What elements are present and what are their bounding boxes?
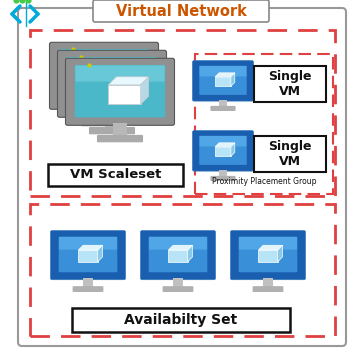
FancyBboxPatch shape (199, 66, 247, 76)
Polygon shape (92, 61, 132, 69)
FancyBboxPatch shape (59, 49, 149, 101)
FancyBboxPatch shape (59, 50, 149, 65)
Text: Single
VM: Single VM (268, 140, 312, 168)
FancyBboxPatch shape (50, 42, 158, 109)
Polygon shape (258, 250, 278, 262)
FancyBboxPatch shape (66, 58, 175, 125)
Polygon shape (98, 245, 103, 262)
FancyBboxPatch shape (263, 278, 273, 287)
FancyBboxPatch shape (75, 65, 165, 81)
FancyBboxPatch shape (67, 57, 157, 109)
Text: Virtual Network: Virtual Network (116, 4, 247, 18)
Polygon shape (108, 77, 149, 85)
Polygon shape (78, 245, 103, 250)
Polygon shape (215, 73, 235, 77)
FancyBboxPatch shape (67, 57, 157, 74)
FancyBboxPatch shape (199, 136, 247, 147)
FancyBboxPatch shape (96, 107, 111, 120)
FancyBboxPatch shape (239, 237, 297, 272)
FancyBboxPatch shape (93, 0, 269, 22)
FancyBboxPatch shape (239, 237, 297, 250)
FancyBboxPatch shape (48, 164, 183, 186)
FancyBboxPatch shape (105, 115, 120, 128)
Polygon shape (100, 69, 141, 77)
FancyBboxPatch shape (173, 278, 183, 287)
FancyBboxPatch shape (199, 136, 247, 165)
FancyBboxPatch shape (58, 50, 166, 117)
FancyBboxPatch shape (89, 127, 135, 134)
FancyBboxPatch shape (210, 106, 235, 111)
FancyBboxPatch shape (254, 136, 326, 172)
Polygon shape (231, 73, 235, 86)
Polygon shape (125, 61, 132, 88)
FancyBboxPatch shape (219, 99, 227, 107)
Polygon shape (215, 77, 231, 86)
FancyBboxPatch shape (149, 237, 207, 272)
FancyBboxPatch shape (113, 123, 127, 136)
FancyBboxPatch shape (193, 131, 253, 171)
Polygon shape (215, 147, 231, 156)
Polygon shape (78, 250, 98, 262)
Polygon shape (215, 143, 235, 147)
Polygon shape (168, 245, 193, 250)
FancyBboxPatch shape (254, 66, 326, 102)
FancyBboxPatch shape (140, 230, 216, 280)
FancyBboxPatch shape (219, 170, 227, 177)
FancyBboxPatch shape (97, 135, 143, 142)
Polygon shape (231, 143, 235, 156)
FancyBboxPatch shape (83, 278, 93, 287)
FancyBboxPatch shape (73, 286, 103, 292)
FancyBboxPatch shape (253, 286, 283, 292)
Text: Availabilty Set: Availabilty Set (124, 313, 238, 327)
FancyBboxPatch shape (199, 66, 247, 95)
Polygon shape (258, 245, 283, 250)
Polygon shape (132, 69, 141, 96)
Polygon shape (168, 250, 188, 262)
FancyBboxPatch shape (81, 119, 127, 126)
Polygon shape (140, 77, 149, 104)
Text: Single
VM: Single VM (268, 70, 312, 98)
FancyBboxPatch shape (163, 286, 193, 292)
Polygon shape (108, 85, 140, 104)
Text: VM Scaleset: VM Scaleset (70, 169, 161, 182)
FancyBboxPatch shape (59, 237, 117, 272)
Polygon shape (92, 69, 125, 88)
FancyBboxPatch shape (18, 8, 346, 346)
Polygon shape (188, 245, 193, 262)
FancyBboxPatch shape (230, 230, 306, 280)
FancyBboxPatch shape (149, 237, 207, 250)
FancyBboxPatch shape (50, 230, 126, 280)
FancyBboxPatch shape (72, 308, 290, 332)
Polygon shape (278, 245, 283, 262)
FancyBboxPatch shape (59, 237, 117, 250)
Polygon shape (100, 77, 132, 96)
Text: Proximity Placement Group: Proximity Placement Group (212, 177, 316, 186)
FancyBboxPatch shape (75, 65, 165, 118)
FancyBboxPatch shape (210, 176, 235, 181)
FancyBboxPatch shape (193, 61, 253, 101)
